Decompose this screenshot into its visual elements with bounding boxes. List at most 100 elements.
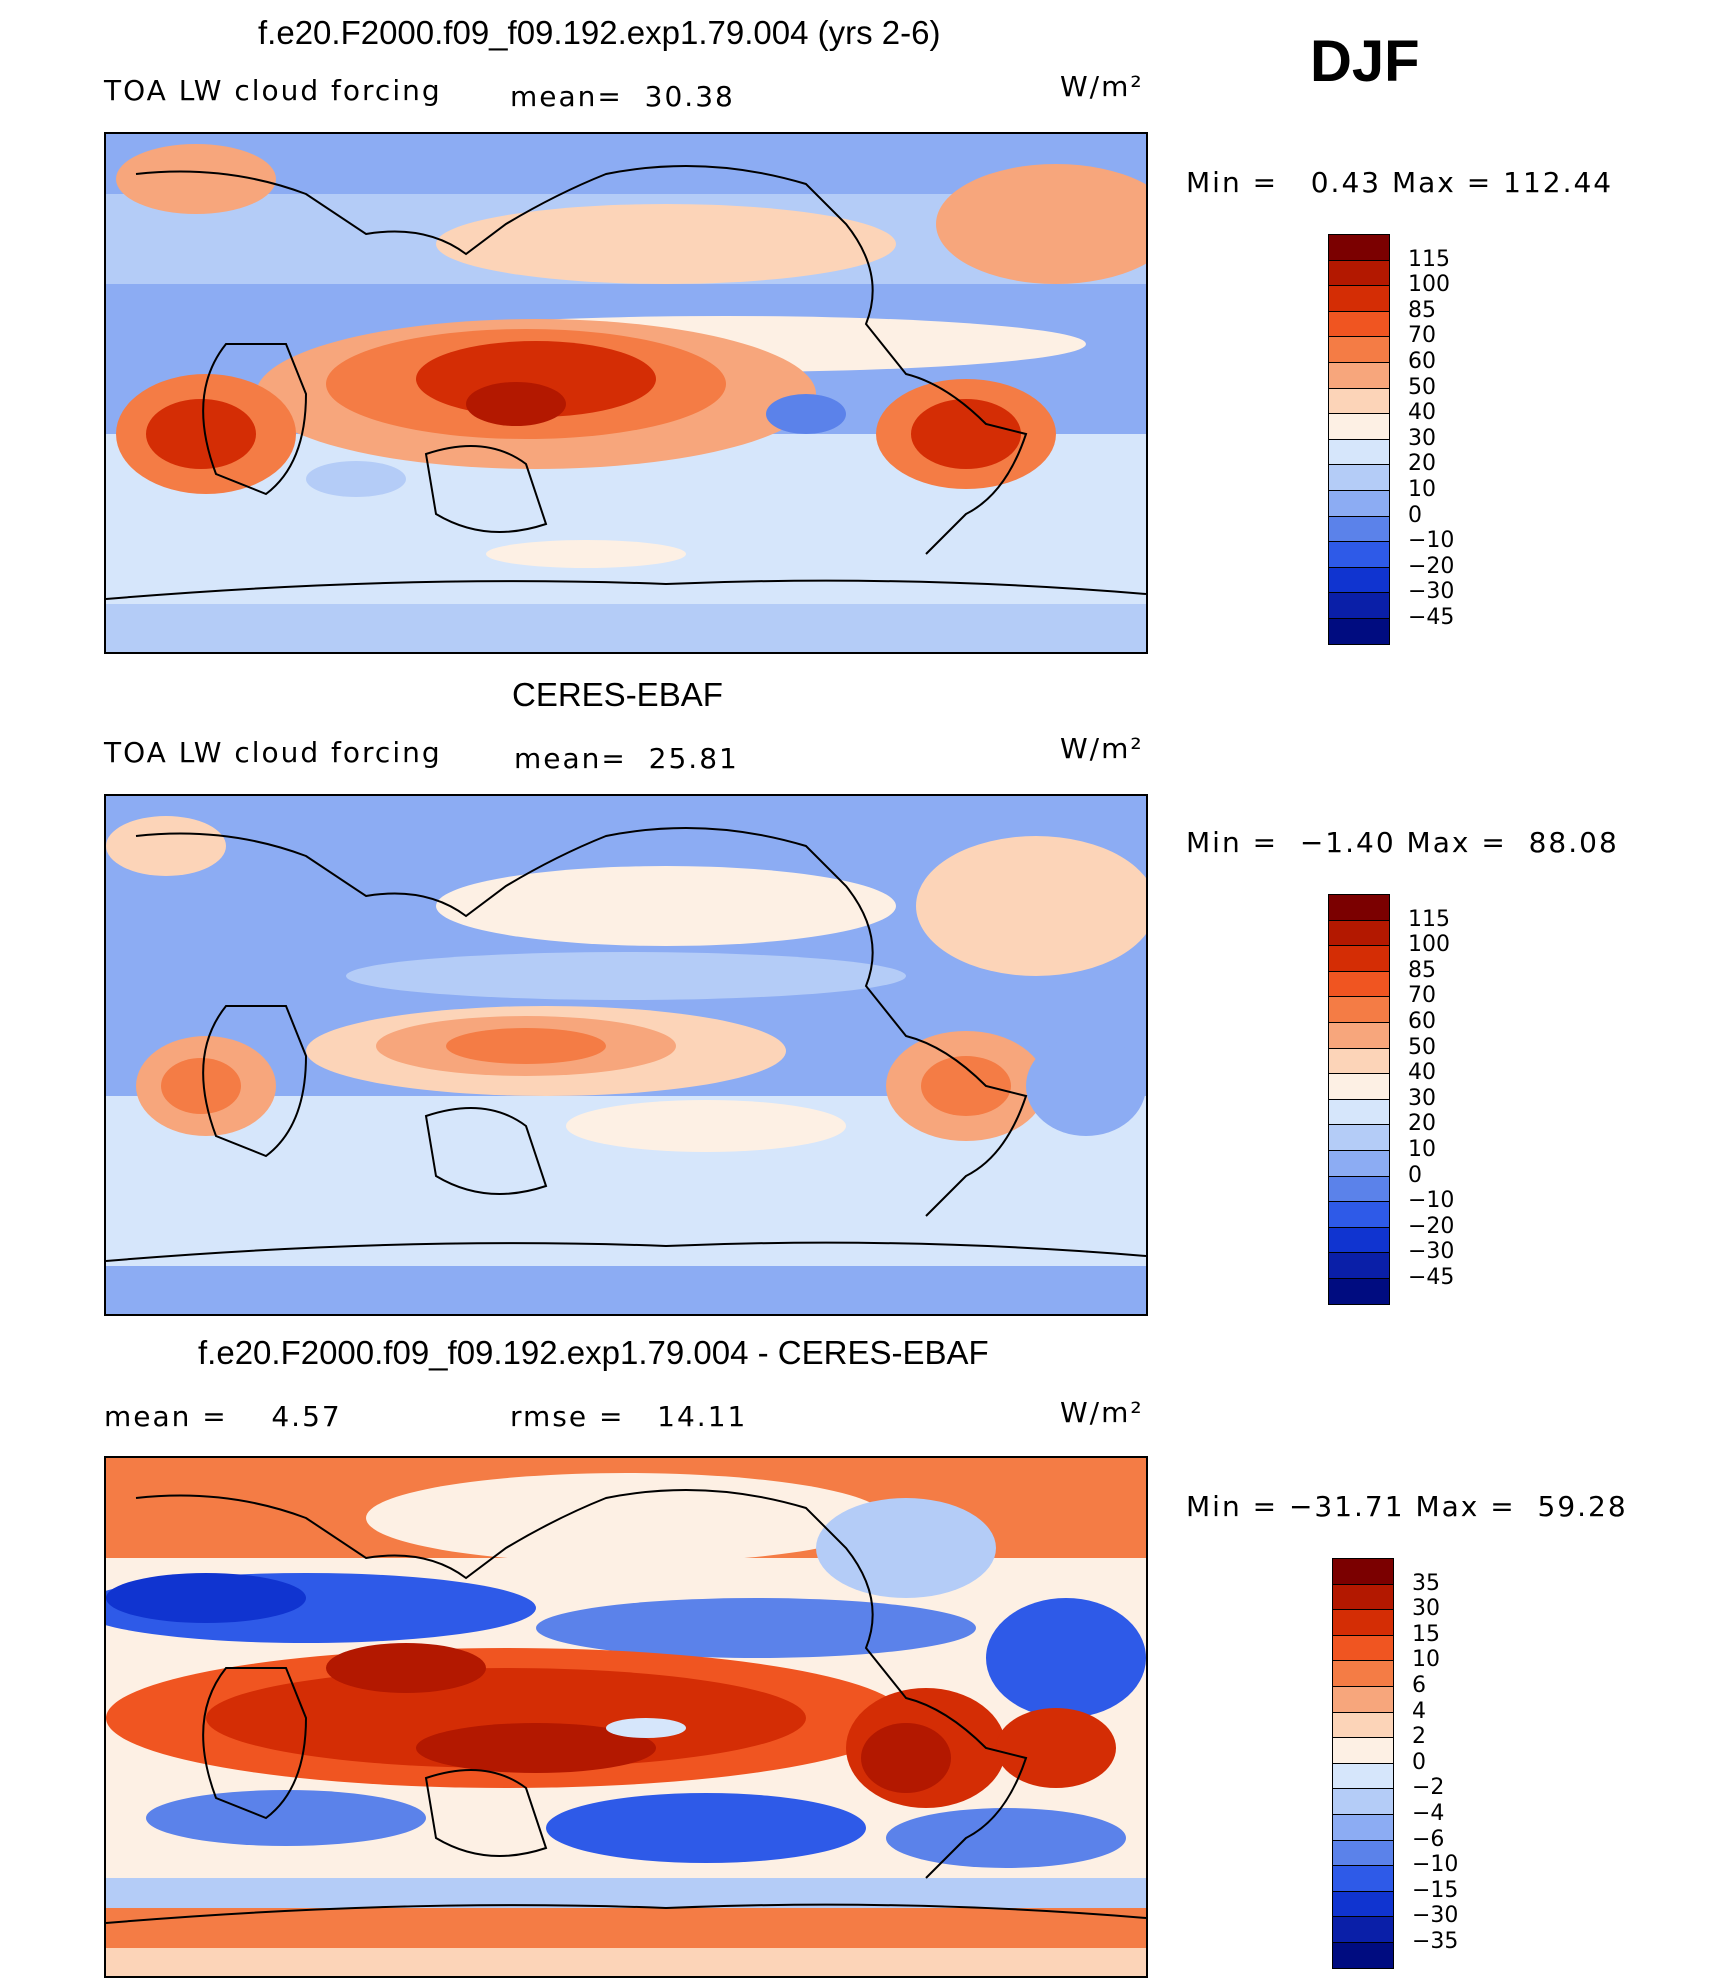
- colorbar-swatch: [1328, 464, 1390, 491]
- colorbar-tick-label: −45: [1408, 1265, 1455, 1290]
- colorbar-tick-label: 100: [1408, 932, 1450, 958]
- panel-3-colorbar: 35 30 15 10 6 4 2 0 −2 −4 −6 −10 −15 −30 −35: [1332, 1558, 1532, 1969]
- colorbar-swatch: [1332, 1609, 1394, 1636]
- colorbar-swatch: [1332, 1660, 1394, 1687]
- colorbar-swatch: [1332, 1762, 1394, 1790]
- colorbar-tick-label: 15: [1412, 1621, 1440, 1647]
- colorbar-tick-label: 20: [1408, 451, 1436, 477]
- colorbar-tick-label: 60: [1408, 349, 1436, 374]
- colorbar-swatch: [1328, 996, 1390, 1023]
- colorbar-swatch: [1332, 1865, 1394, 1892]
- colorbar-swatch: [1328, 490, 1390, 517]
- colorbar-tick-label: 6: [1412, 1673, 1426, 1698]
- colorbar-tick-label: 60: [1408, 1009, 1436, 1034]
- colorbar-swatch: [1328, 515, 1390, 543]
- colorbar-tick-label: 0: [1408, 502, 1422, 528]
- colorbar-tick-label: −2: [1412, 1775, 1445, 1801]
- colorbar-swatch: [1332, 1737, 1394, 1764]
- colorbar-swatch: [1332, 1711, 1394, 1739]
- colorbar-tick-label: −4: [1412, 1801, 1445, 1826]
- colorbar-tick-label: 30: [1408, 1085, 1436, 1111]
- colorbar-swatch: [1332, 1839, 1394, 1867]
- panel-1-variable-label: TOA LW cloud forcing: [104, 74, 442, 107]
- colorbar-swatch: [1328, 894, 1390, 921]
- colorbar-swatch: [1328, 618, 1390, 645]
- colorbar-tick-label: 4: [1412, 1698, 1426, 1724]
- season-label: DJF: [1310, 29, 1420, 94]
- panel-1-minmax: Min = 0.43 Max = 112.44: [1186, 166, 1614, 199]
- colorbar-tick-label: 35: [1412, 1570, 1440, 1596]
- colorbar-swatch: [1332, 1814, 1394, 1841]
- colorbar-swatch: [1328, 1252, 1390, 1279]
- colorbar-swatch: [1328, 438, 1390, 466]
- colorbar-swatch: [1328, 1124, 1390, 1151]
- colorbar-tick-label: 30: [1408, 425, 1436, 451]
- colorbar-tick-label: −45: [1408, 605, 1455, 630]
- colorbar-swatch: [1328, 285, 1390, 312]
- colorbar-tick-label: 70: [1408, 323, 1436, 349]
- panel-2-minmax: Min = −1.40 Max = 88.08: [1186, 826, 1619, 859]
- colorbar-swatch: [1328, 413, 1390, 440]
- colorbar-tick-label: −20: [1408, 1213, 1455, 1239]
- colorbar-swatch: [1328, 259, 1390, 287]
- panel-2-colorbar: 115 100 85 70 60 50 40 30 20 10 0 −10 −20 −30 −45: [1328, 894, 1528, 1305]
- colorbar-tick-label: −20: [1408, 553, 1455, 579]
- colorbar-tick-label: −30: [1408, 579, 1455, 605]
- colorbar-tick-label: 115: [1408, 246, 1450, 272]
- colorbar-tick-label: −15: [1412, 1877, 1459, 1903]
- colorbar-swatch: [1328, 1150, 1390, 1177]
- colorbar-swatch: [1332, 1916, 1394, 1943]
- colorbar-tick-label: −6: [1412, 1826, 1445, 1852]
- colorbar-tick-label: 85: [1408, 297, 1436, 323]
- colorbar-swatch: [1332, 1686, 1394, 1713]
- panel-3-mean-label: mean = 4.57: [104, 1400, 342, 1433]
- colorbar-swatch: [1332, 1788, 1394, 1815]
- panel-3-title: f.e20.F2000.f09_f09.192.exp1.79.004 - CE…: [198, 1334, 989, 1371]
- colorbar-tick-label: −10: [1408, 528, 1455, 554]
- colorbar-swatch: [1332, 1942, 1394, 1969]
- panel-2-title: CERES-EBAF: [512, 676, 723, 713]
- colorbar-tick-label: 20: [1408, 1111, 1436, 1137]
- colorbar-tick-label: 0: [1412, 1749, 1426, 1775]
- panel-2-variable-label: TOA LW cloud forcing: [104, 736, 442, 769]
- panel-3-rmse-label: rmse = 14.11: [510, 1400, 748, 1433]
- colorbar-tick-label: 70: [1408, 983, 1436, 1009]
- colorbar-tick-label: −10: [1408, 1188, 1455, 1214]
- colorbar-tick-label: 40: [1408, 1060, 1436, 1086]
- colorbar-swatch: [1328, 336, 1390, 363]
- colorbar-tick-label: 10: [1408, 1137, 1436, 1162]
- panel-3-units-label: W/m²: [1060, 1396, 1144, 1429]
- colorbar-swatch: [1328, 1201, 1390, 1228]
- colorbar-swatch: [1328, 1175, 1390, 1203]
- colorbar-swatch: [1328, 566, 1390, 594]
- colorbar-tick-label: 100: [1408, 272, 1450, 298]
- colorbar-tick-label: −10: [1412, 1852, 1459, 1878]
- colorbar-swatch: [1328, 1022, 1390, 1049]
- colorbar-swatch: [1328, 1098, 1390, 1126]
- colorbar-tick-label: 85: [1408, 957, 1436, 983]
- colorbar-tick-label: 115: [1408, 906, 1450, 932]
- colorbar-swatch: [1332, 1634, 1394, 1662]
- colorbar-tick-label: −35: [1412, 1929, 1459, 1954]
- panel-2-units-label: W/m²: [1060, 732, 1144, 765]
- panel-1-units-label: W/m²: [1060, 70, 1144, 103]
- panel-2-mean-label: mean= 25.81: [514, 742, 739, 775]
- colorbar-tick-label: 50: [1408, 374, 1436, 400]
- panel-3-minmax: Min = −31.71 Max = 59.28: [1186, 1490, 1628, 1523]
- colorbar-tick-label: 40: [1408, 400, 1436, 426]
- colorbar-tick-label: 10: [1412, 1647, 1440, 1673]
- colorbar-swatch: [1328, 919, 1390, 947]
- colorbar-tick-label: 0: [1408, 1162, 1422, 1188]
- colorbar-swatch: [1332, 1558, 1394, 1585]
- colorbar-tick-label: −30: [1412, 1903, 1459, 1929]
- colorbar-swatch: [1328, 362, 1390, 389]
- colorbar-swatch: [1328, 945, 1390, 972]
- panel-1-colorbar: 115 100 85 70 60 50 40 30 20 10 0 −10 −20 −30 −45: [1328, 234, 1528, 645]
- colorbar-swatch: [1332, 1583, 1394, 1611]
- panel-3-map: [104, 1456, 1148, 1978]
- colorbar-swatch: [1328, 1278, 1390, 1305]
- colorbar-swatch: [1328, 970, 1390, 998]
- colorbar-swatch: [1328, 310, 1390, 338]
- panel-1-map: [104, 132, 1148, 654]
- colorbar-swatch: [1328, 1226, 1390, 1254]
